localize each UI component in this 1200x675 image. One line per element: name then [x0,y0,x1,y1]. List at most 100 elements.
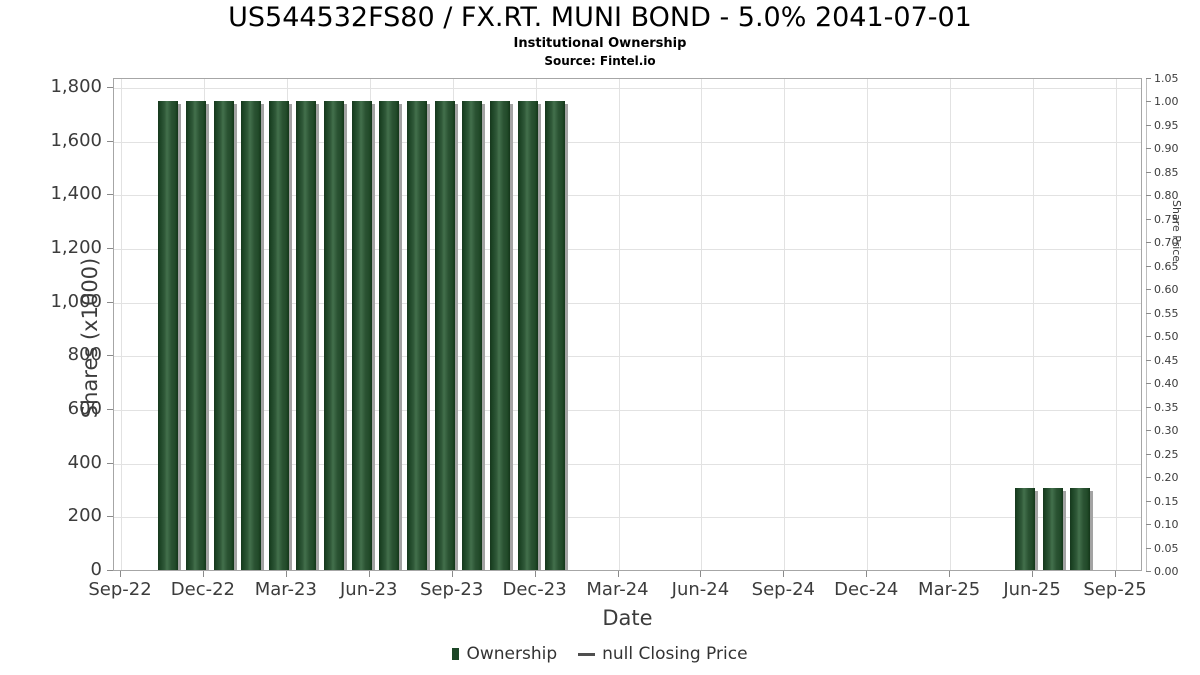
y-right-tick-label: 0.50 [1154,330,1179,344]
y-right-tick-label: 0.05 [1154,541,1179,555]
h-gridline [114,356,1141,358]
x-tick-mark [451,571,453,577]
x-tick-label: Sep-24 [751,579,815,600]
y-right-tick-label: 0.20 [1154,471,1179,485]
x-tick-mark [120,571,121,577]
h-gridline [114,302,1141,304]
y-axis-title-left-text: Shares (x1000) [78,257,103,418]
ownership-bar [407,101,431,570]
y-left-tick-mark [107,570,113,571]
y-left-tick-label: 1,200 [50,237,102,258]
y-right-tick-label: 0.60 [1154,283,1179,297]
y-left-tick-label: 600 [67,398,102,419]
x-tick-label: Jun-25 [1003,579,1061,600]
y-right-tick-label: 0.45 [1154,353,1179,367]
ownership-bar [185,101,209,570]
y-left-tick-mark [107,194,113,196]
x-tick-mark [368,571,370,577]
plot-area [113,78,1142,571]
x-tick-mark [285,571,287,577]
y-right-tick-label: 0.35 [1154,400,1179,414]
y-right-tick-mark [1146,359,1151,361]
x-tick-mark [949,571,951,577]
y-right-tick-mark [1146,571,1151,572]
y-right-tick-label: 0.65 [1154,259,1179,273]
ownership-bar [434,101,458,570]
x-tick-label: Dec-22 [170,579,236,600]
x-tick-label: Dec-24 [834,579,899,600]
y-right-tick-label: 0.95 [1154,118,1179,132]
y-right-tick-mark [1146,312,1151,314]
v-gridline [121,79,122,570]
y-left-tick-label: 0 [90,559,102,580]
y-right-tick-label: 0.15 [1154,494,1179,508]
y-left-tick-label: 800 [67,344,102,366]
y-right-tick-mark [1146,101,1151,103]
x-tick-mark [866,571,868,577]
ownership-legend-swatch [452,648,460,660]
closing-price-legend-label: null Closing Price [602,644,748,664]
x-axis-title: Date [602,606,653,630]
y-right-tick-mark [1146,218,1151,220]
ownership-bar [241,101,265,570]
ownership-bar [379,101,403,570]
y-right-tick-mark [1146,524,1151,526]
x-tick-label: Sep-22 [88,579,152,600]
h-gridline [114,195,1141,197]
ownership-bar [1015,487,1039,570]
ownership-bar [489,101,513,570]
ownership-bar [1070,487,1094,570]
y-right-tick-label: 0.10 [1154,518,1179,532]
v-gridline [867,79,869,570]
y-right-tick-label: 0.40 [1154,377,1179,391]
y-right-tick-mark [1146,124,1151,126]
ownership-legend-label: Ownership [466,644,558,664]
x-tick-label: Mar-24 [586,579,649,600]
x-tick-label: Sep-23 [419,579,484,600]
x-tick-mark [700,571,702,577]
v-gridline [1116,79,1117,570]
y-left-tick-mark [107,409,113,410]
closing-price-legend-dash-icon [578,652,596,656]
y-right-tick-label: 0.70 [1154,236,1179,250]
x-tick-label: Sep-25 [1083,579,1147,600]
y-left-tick-mark [107,87,113,88]
chart-source: Source: Fintel.io [544,54,656,68]
y-left-tick-mark [107,301,113,303]
y-right-tick-label: 0.85 [1154,165,1179,179]
y-right-tick-mark [1146,195,1151,197]
x-tick-label: Jun-23 [339,579,398,600]
y-right-tick-mark [1146,336,1151,338]
y-right-tick-mark [1146,148,1151,150]
y-right-tick-mark [1146,500,1151,502]
y-right-tick-mark [1146,453,1151,455]
v-gridline [618,79,620,570]
right-axis-line [1146,78,1147,571]
x-tick-label: Dec-23 [502,579,567,600]
y-right-tick-label: 0.80 [1154,189,1179,203]
ownership-bar [517,101,541,570]
ownership-bar [545,101,569,570]
x-tick-mark [617,571,619,577]
ownership-bar [213,101,237,570]
ownership-bar [268,101,292,570]
y-left-tick-label: 1,600 [50,129,102,151]
y-right-tick-mark [1146,78,1151,79]
y-right-tick-mark [1146,383,1151,385]
ownership-bar [296,101,320,570]
y-right-tick-label: 0.55 [1154,306,1179,320]
h-gridline [114,517,1141,519]
y-right-tick-label: 0.75 [1154,212,1179,226]
y-right-tick-mark [1146,406,1151,408]
y-right-tick-mark [1146,430,1151,432]
h-gridline [114,410,1141,411]
y-left-tick-label: 1,800 [50,76,102,97]
x-tick-label: Jun-24 [671,579,730,600]
h-gridline [114,88,1141,89]
y-right-tick-label: 0.30 [1154,424,1179,438]
y-right-tick-mark [1146,289,1151,291]
y-left-tick-mark [107,248,113,249]
v-gridline [950,79,952,570]
y-left-tick-label: 1,000 [50,290,102,312]
ownership-bar [158,101,182,570]
